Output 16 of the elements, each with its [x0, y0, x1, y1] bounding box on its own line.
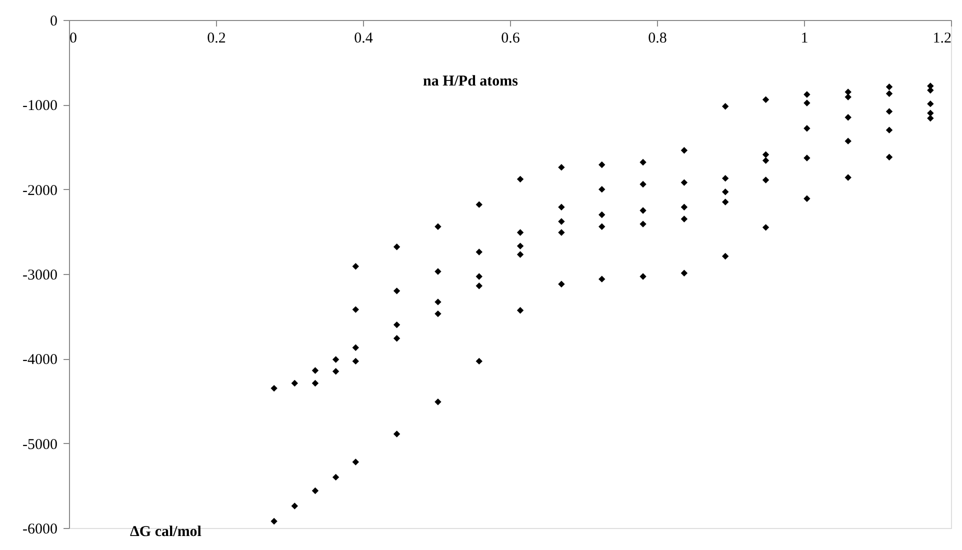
y-tick-label: -5000	[22, 436, 58, 453]
y-tick-label: -1000	[22, 98, 58, 114]
x-axis-title: na H/Pd atoms	[422, 74, 518, 90]
y-tick-label: 0	[50, 14, 58, 30]
x-tick-label: 0.4	[354, 30, 374, 46]
x-tick-label: 1.2	[932, 30, 952, 46]
y-tick-label: -6000	[22, 522, 58, 538]
x-tick-label: 0.8	[648, 30, 667, 46]
y-tick-label: -4000	[22, 352, 58, 368]
y-tick-label: -3000	[22, 268, 58, 284]
annotation: ΔG cal/mol	[130, 524, 202, 540]
x-tick-label: 0.2	[207, 30, 226, 46]
x-tick-label: 0	[70, 30, 77, 46]
x-tick-label: 0.6	[501, 30, 520, 46]
y-tick-label: -2000	[22, 182, 58, 199]
x-tick-label: 1	[800, 30, 808, 46]
